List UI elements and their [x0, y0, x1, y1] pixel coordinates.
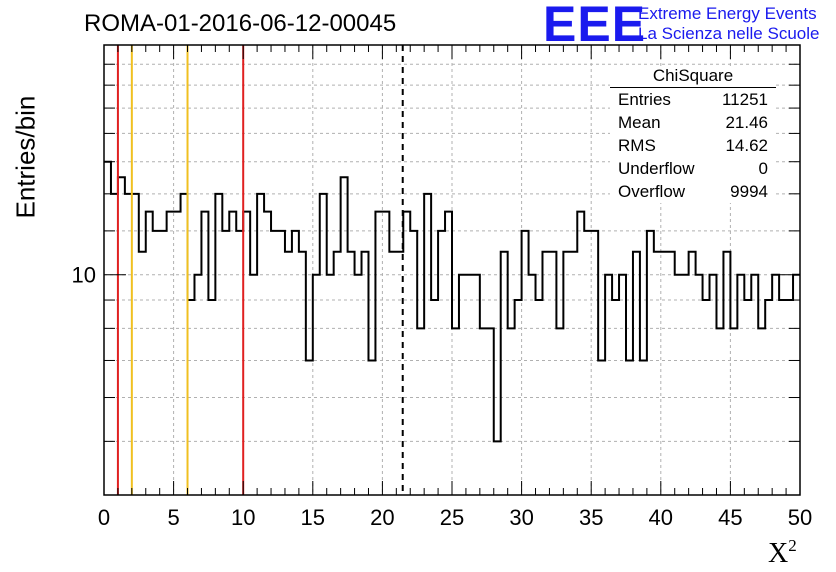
x-tick-label: 15	[301, 505, 325, 530]
x-tick-label: 5	[167, 505, 179, 530]
chart-title: ROMA-01-2016-06-12-00045	[84, 10, 397, 37]
stats-row: RMS 14.62	[610, 134, 776, 157]
x-tick-label: 20	[370, 505, 394, 530]
x-tick-label: 25	[440, 505, 464, 530]
stats-value: 14.62	[725, 136, 768, 155]
x-tick-label: 0	[98, 505, 110, 530]
logo-line-1: Extreme Energy Events	[638, 4, 817, 23]
stats-value: 11251	[721, 90, 768, 109]
x-tick-label: 40	[649, 505, 673, 530]
stats-label: Overflow	[618, 182, 686, 201]
stats-value: 0	[758, 159, 768, 178]
stats-row: Underflow 0	[610, 157, 776, 180]
stats-label: RMS	[618, 136, 656, 155]
stats-value: 21.46	[725, 113, 768, 132]
x-tick-label: 35	[579, 505, 603, 530]
histogram	[104, 160, 800, 443]
stats-row: Mean 21.46	[610, 111, 776, 134]
y-ticks: 10	[72, 44, 800, 496]
y-axis-label: Entries/bin	[10, 95, 41, 219]
eee-logo: EEE	[543, 0, 647, 52]
stats-box: ChiSquare Entries 11251 Mean 21.46 RMS 14.6…	[610, 66, 776, 203]
stats-title: ChiSquare	[610, 66, 776, 88]
x-tick-label: 10	[231, 505, 255, 530]
stats-label: Mean	[618, 113, 661, 132]
stats-label: Underflow	[618, 159, 695, 178]
x-axis-label: X2	[768, 536, 797, 569]
x-tick-label: 30	[509, 505, 533, 530]
histogram-line	[104, 160, 800, 443]
stats-row: Entries 11251	[610, 88, 776, 111]
stats-value: 9994	[730, 182, 768, 201]
x-tick-label: 45	[718, 505, 742, 530]
stats-label: Entries	[618, 90, 671, 109]
stats-row: Overflow 9994	[610, 180, 776, 203]
logo-line-2: La Scienza nelle Scuole	[638, 24, 820, 43]
y-tick-label: 10	[72, 263, 96, 288]
x-ticks: 0 5 10 15 20 25 30 35 40 45 50	[98, 45, 812, 530]
x-tick-label: 50	[788, 505, 812, 530]
marker-lines	[116, 45, 404, 495]
